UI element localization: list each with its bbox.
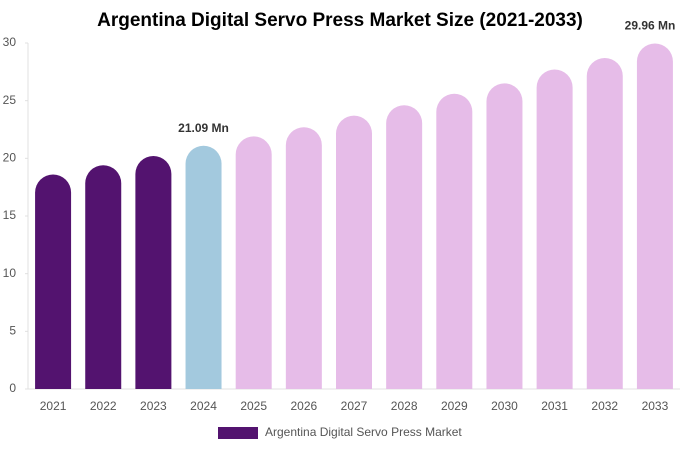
x-tick-label: 2025 xyxy=(240,399,267,413)
x-tick-label: 2030 xyxy=(491,399,518,413)
x-tick-label: 2023 xyxy=(140,399,167,413)
y-tick-label: 25 xyxy=(3,93,17,107)
y-tick-label: 20 xyxy=(3,151,17,165)
bar xyxy=(235,136,272,389)
y-tick-label: 0 xyxy=(9,381,16,395)
x-tick-label: 2031 xyxy=(541,399,568,413)
x-tick-label: 2028 xyxy=(391,399,418,413)
bar xyxy=(386,105,423,389)
x-tick-label: 2021 xyxy=(40,399,67,413)
bar xyxy=(135,156,172,389)
x-tick-label: 2026 xyxy=(290,399,317,413)
bar xyxy=(85,165,122,389)
y-tick-label: 15 xyxy=(3,208,17,222)
bar xyxy=(486,83,523,389)
bar xyxy=(436,93,473,389)
bar xyxy=(285,127,322,390)
bar xyxy=(536,69,573,389)
chart-title: Argentina Digital Servo Press Market Siz… xyxy=(97,10,583,31)
x-tick-label: 2024 xyxy=(190,399,217,413)
bar xyxy=(586,57,623,389)
y-tick-label: 10 xyxy=(3,266,17,280)
x-tick-label: 2027 xyxy=(341,399,368,413)
bar xyxy=(185,145,222,389)
value-label: 21.09 Mn xyxy=(178,121,229,135)
x-tick-label: 2029 xyxy=(441,399,468,413)
bar xyxy=(35,174,72,389)
x-tick-label: 2032 xyxy=(591,399,618,413)
legend-label: Argentina Digital Servo Press Market xyxy=(265,425,462,439)
bar xyxy=(336,115,372,389)
bar xyxy=(636,43,673,389)
legend-swatch xyxy=(218,427,258,439)
value-label: 29.96 Mn xyxy=(625,19,676,33)
x-tick-label: 2033 xyxy=(642,399,669,413)
y-tick-label: 5 xyxy=(9,324,16,338)
y-tick-label: 30 xyxy=(3,35,17,49)
x-tick-label: 2022 xyxy=(90,399,117,413)
